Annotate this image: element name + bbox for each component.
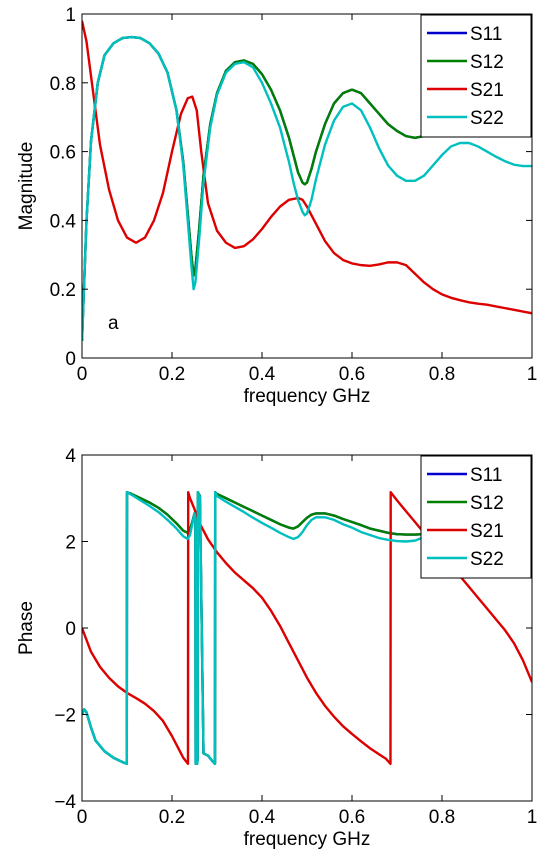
y-tick-label: 4 (65, 446, 76, 467)
x-tick-label: 0.2 (159, 807, 185, 828)
legend-label-s22: S22 (470, 108, 504, 129)
x-tick-label: 1 (527, 364, 538, 385)
legend-label-s12: S12 (470, 52, 504, 73)
y-tick-label: 0.4 (50, 211, 77, 232)
legend-label-s21: S21 (470, 80, 504, 101)
panel-label: a (108, 313, 119, 334)
y-tick-label: 2 (65, 533, 76, 554)
x-tick-label: 0.6 (339, 807, 365, 828)
x-tick-label: 1 (527, 807, 538, 828)
legend-label-s11: S11 (470, 465, 502, 486)
legend-label-s22: S22 (470, 549, 504, 570)
x-tick-label: 0.8 (429, 364, 455, 385)
y-tick-label: 0.8 (50, 74, 76, 95)
legend: S11 S12 S21 S22 (420, 455, 532, 579)
y-tick-label: 0.6 (50, 143, 76, 164)
y-tick-label: 1 (65, 5, 76, 26)
series-line-s22 (82, 35, 532, 341)
x-tick-label: 0.4 (249, 364, 276, 385)
legend-label-s12: S12 (470, 493, 504, 514)
y-tick-label: 0 (65, 619, 76, 640)
y-axis-label: Magnitude (16, 142, 37, 231)
legend-label-s11: S11 (470, 24, 502, 45)
y-axis-label: Phase (16, 601, 37, 655)
y-tick-label: 0 (65, 349, 76, 370)
x-tick-label: 0.2 (159, 364, 185, 385)
axes-box (81, 13, 533, 359)
x-tick-label: 0 (77, 364, 88, 385)
y-tick-label: 0.2 (50, 280, 76, 301)
chart-1: 0 0.2 0.4 0.6 0.8 1 0 0.2 0.4 0.6 0.8 1 frequency GH… (16, 5, 537, 407)
x-axis-label: frequency GHz (244, 386, 371, 407)
x-tick-label: 0.4 (249, 807, 276, 828)
legend: S11 S12 S21 S22 (420, 14, 532, 138)
y-tick-label: −2 (54, 706, 76, 727)
legend-label-s21: S21 (470, 521, 504, 542)
y-tick-label: −4 (54, 792, 76, 813)
x-axis-label: frequency GHz (244, 829, 371, 850)
x-tick-label: 0 (77, 807, 88, 828)
chart-2: 0 0.2 0.4 0.6 0.8 1 −4 −2 0 2 4 frequency GHz Phase S… (16, 446, 537, 850)
x-tick-label: 0.8 (429, 807, 455, 828)
x-tick-label: 0.6 (339, 364, 365, 385)
